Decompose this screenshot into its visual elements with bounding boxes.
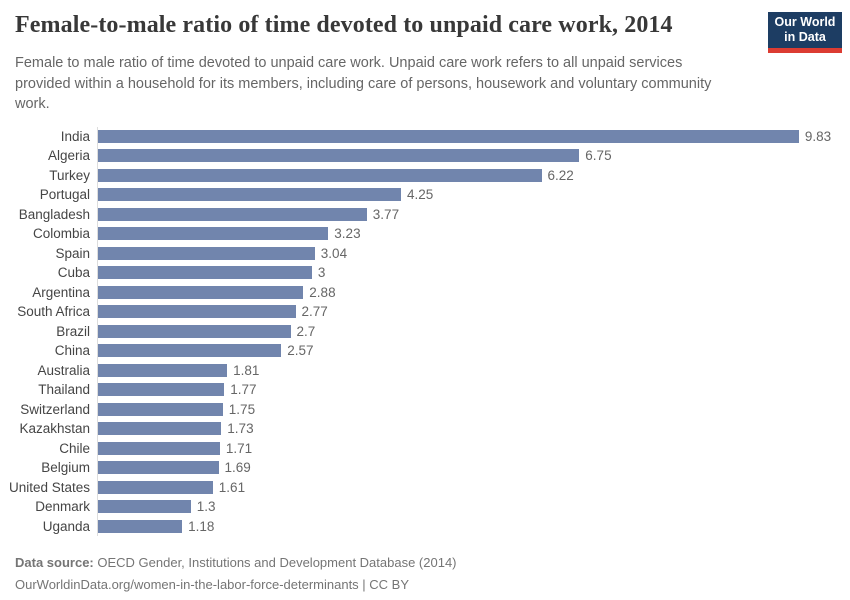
- value-label: 1.61: [218, 479, 246, 495]
- bar[interactable]: [98, 363, 228, 377]
- chart-row: Australia 1.81: [37, 361, 835, 381]
- data-source-value: OECD Gender, Institutions and Developmen…: [93, 555, 457, 571]
- bar[interactable]: [98, 207, 367, 221]
- value-label: 6.75: [585, 148, 612, 164]
- bar[interactable]: [98, 285, 304, 299]
- category-label: Uganda: [42, 518, 90, 534]
- chart-row: Brazil 2.7: [56, 322, 835, 342]
- bar[interactable]: [98, 480, 213, 494]
- bar[interactable]: [98, 266, 312, 280]
- owid-logo-line1: Our World: [774, 15, 836, 29]
- value-label: 1.3: [196, 499, 216, 515]
- chart-row: Spain 3.04: [55, 244, 835, 264]
- category-label: Argentina: [32, 284, 90, 300]
- value-label: 2.57: [287, 343, 314, 359]
- value-label: 6.22: [547, 167, 574, 183]
- category-label: Thailand: [38, 382, 90, 398]
- value-label: 1.69: [224, 460, 251, 476]
- category-label: Portugal: [39, 187, 90, 203]
- data-source-line: Data source: OECD Gender, Institutions a…: [15, 552, 835, 574]
- value-label: 3.23: [334, 226, 361, 242]
- value-label: 1.81: [233, 362, 260, 378]
- category-label: Cuba: [57, 265, 90, 281]
- chart-row: China 2.57: [55, 341, 835, 361]
- category-label: Belgium: [41, 460, 90, 476]
- bar[interactable]: [98, 402, 223, 416]
- chart-row: Belgium 1.69: [41, 458, 835, 478]
- owid-logo[interactable]: Our World in Data: [768, 12, 842, 53]
- data-source-label: Data source:: [15, 555, 94, 571]
- category-label: China: [54, 343, 90, 359]
- value-label: 2.7: [296, 323, 316, 339]
- bar[interactable]: [98, 519, 183, 533]
- chart-subtitle: Female to male ratio of time devoted to …: [15, 55, 712, 113]
- value-label: 3: [317, 265, 326, 281]
- bar[interactable]: [98, 129, 799, 143]
- value-label: 1.18: [188, 518, 215, 534]
- chart-row: Chile 1.71: [59, 439, 835, 459]
- bar[interactable]: [98, 344, 282, 358]
- category-label: Australia: [37, 362, 90, 378]
- chart-title: Female-to-male ratio of time devoted to …: [15, 12, 673, 38]
- bar[interactable]: [98, 383, 225, 397]
- category-label: Colombia: [32, 226, 90, 242]
- chart-row: India 9.83: [61, 127, 835, 147]
- category-label: Spain: [55, 245, 90, 261]
- category-label: South Africa: [17, 304, 90, 320]
- value-label: 9.83: [804, 128, 832, 144]
- chart-row: Thailand 1.77: [38, 380, 835, 400]
- bar[interactable]: [98, 422, 222, 436]
- chart-row: Algeria 6.75: [48, 146, 835, 166]
- category-label: Algeria: [47, 148, 90, 164]
- bar[interactable]: [98, 441, 220, 455]
- chart-row: Kazakhstan 1.73: [19, 419, 835, 439]
- category-label: Brazil: [56, 323, 90, 339]
- chart-row: Turkey 6.22: [49, 166, 835, 186]
- chart-row: Denmark 1.3: [35, 497, 835, 517]
- bar[interactable]: [98, 246, 315, 260]
- chart-row: United States 1.61: [9, 478, 835, 498]
- citation-line[interactable]: OurWorldinData.org/women-in-the-labor-fo…: [15, 577, 410, 593]
- category-label: Turkey: [49, 167, 90, 183]
- chart-row: Portugal 4.25: [40, 185, 835, 205]
- value-label: 4.25: [407, 187, 434, 203]
- chart-row: Switzerland 1.75: [20, 400, 835, 420]
- value-label: 3.77: [372, 206, 400, 222]
- value-label: 2.88: [309, 284, 336, 300]
- bar[interactable]: [98, 149, 580, 163]
- bar[interactable]: [98, 500, 191, 514]
- bar[interactable]: [98, 461, 219, 475]
- chart-row: South Africa 2.77: [17, 302, 835, 322]
- chart-footer: Data source: OECD Gender, Institutions a…: [15, 552, 835, 596]
- chart-row: Bangladesh 3.77: [19, 205, 835, 225]
- value-label: 1.73: [227, 421, 254, 437]
- category-label: India: [60, 128, 90, 144]
- chart-header: Female-to-male ratio of time devoted to …: [15, 12, 842, 53]
- value-label: 1.75: [228, 401, 256, 417]
- value-label: 2.77: [301, 304, 328, 320]
- value-label: 3.04: [320, 245, 348, 261]
- bar[interactable]: [98, 324, 291, 338]
- category-label: Denmark: [35, 499, 90, 515]
- chart-plot-area: India 9.83 Algeria 6.75 Turkey 6.22 Portugal 4.…: [9, 126, 835, 537]
- category-label: United States: [8, 479, 90, 495]
- bar[interactable]: [98, 168, 542, 182]
- bar-chart: India 9.83 Algeria 6.75 Turkey 6.22 Portugal 4.…: [9, 126, 835, 537]
- category-label: Chile: [59, 440, 90, 456]
- chart-row: Argentina 2.88: [32, 283, 835, 303]
- chart-row: Colombia 3.23: [33, 224, 835, 244]
- value-label: 1.71: [225, 440, 253, 456]
- bar[interactable]: [98, 188, 401, 202]
- category-label: Switzerland: [20, 401, 90, 417]
- chart-row: Uganda 1.18: [43, 517, 835, 537]
- value-label: 1.77: [230, 382, 257, 398]
- owid-logo-line2: in Data: [784, 30, 826, 44]
- bar[interactable]: [98, 227, 329, 241]
- category-label: Kazakhstan: [19, 421, 90, 437]
- bar[interactable]: [98, 305, 296, 319]
- category-label: Bangladesh: [18, 206, 90, 222]
- chart-row: Cuba 3: [58, 263, 835, 283]
